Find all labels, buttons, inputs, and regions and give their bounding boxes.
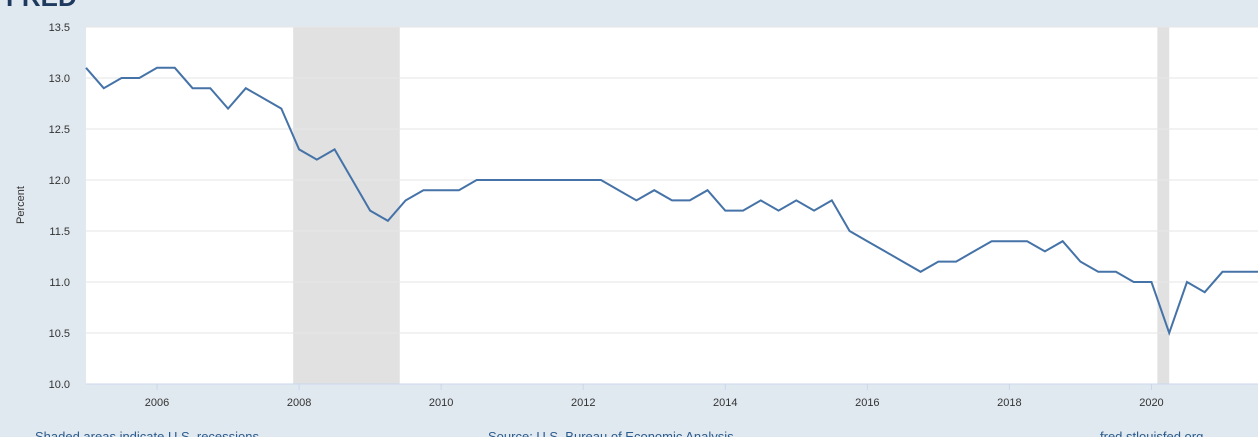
recession-band (293, 27, 400, 384)
logo: FRED (6, 0, 77, 12)
y-tick-label: 13.5 (49, 22, 70, 34)
x-tick-label: 2008 (287, 397, 311, 409)
note: fred.stlouisfed.org (1100, 429, 1203, 437)
x-tick-label: 2018 (997, 397, 1021, 409)
x-tick-label: 2012 (571, 397, 595, 409)
y-axis-label: Percent (15, 186, 27, 224)
x-tick-label: 2006 (145, 397, 169, 409)
x-tick-label: 2010 (429, 397, 453, 409)
recession-band (1157, 27, 1170, 384)
y-tick-label: 11.5 (49, 226, 70, 238)
x-tick-label: 2014 (713, 397, 737, 409)
y-tick-label: 12.0 (49, 175, 70, 187)
x-tick-label: 2020 (1139, 397, 1163, 409)
note: Source: U.S. Bureau of Economic Analysis (488, 429, 734, 437)
y-tick-label: 13.0 (49, 73, 70, 85)
y-tick-label: 12.5 (49, 124, 70, 136)
y-tick-label: 10.0 (49, 379, 70, 391)
plot-area (86, 27, 1258, 384)
series-line (85, 66, 1258, 337)
y-tick-label: 11.0 (49, 277, 70, 289)
note: Shaded areas indicate U.S. recessions (35, 429, 260, 437)
x-tick-label: 2016 (855, 397, 879, 409)
y-tick-label: 10.5 (49, 328, 70, 340)
